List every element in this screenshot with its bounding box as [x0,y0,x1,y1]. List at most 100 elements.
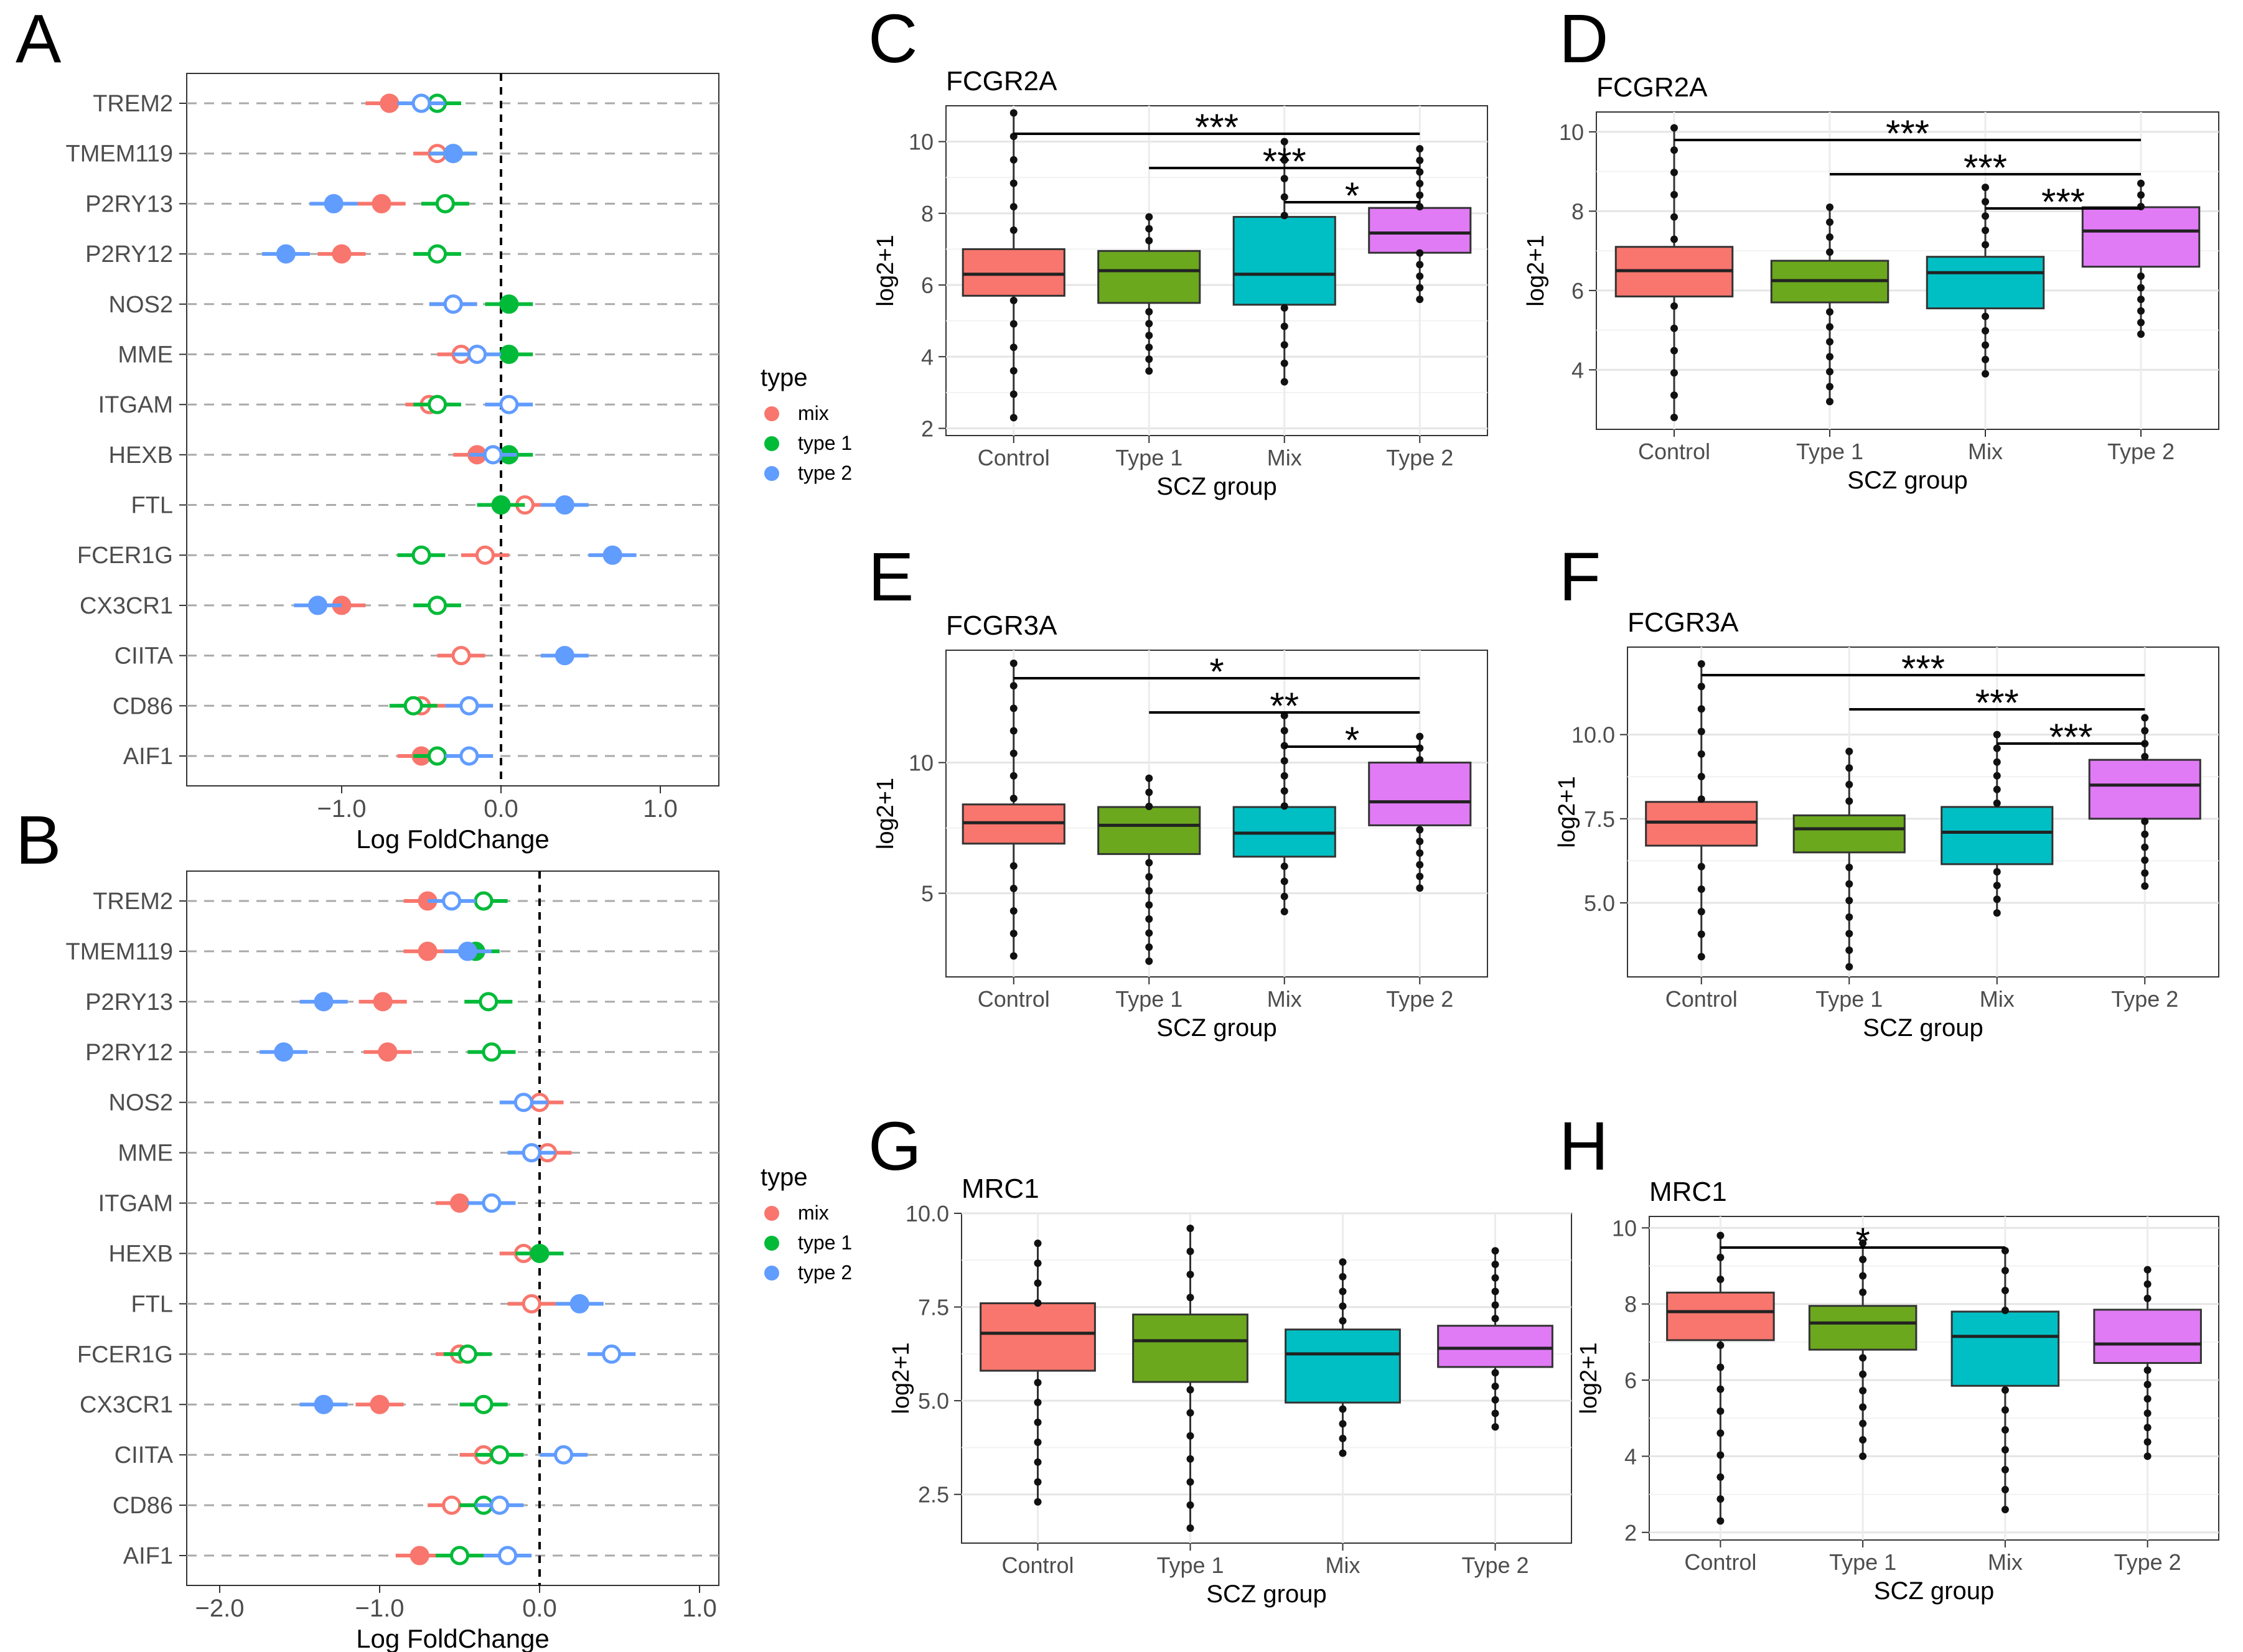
data-point [2143,1294,2152,1302]
data-point [1009,660,1018,667]
data-point [1982,312,1989,320]
x-axis-label: SCZ group [1863,1014,1983,1042]
data-point [1826,233,1833,241]
data-point [1416,826,1424,834]
point-type-2 [314,1394,334,1414]
data-point [1697,773,1705,781]
point-type-1 [499,294,519,314]
data-point [1491,1409,1499,1417]
y-axis-label: log2+1 [1523,235,1549,306]
data-point [2001,1506,2009,1514]
legend-label: type 1 [798,432,852,454]
data-point [1993,730,2001,739]
data-point [1145,873,1153,881]
panel-title: MRC1 [1649,1177,1727,1207]
data-point [1982,355,1989,363]
point-type-2 [308,595,328,615]
data-point [1716,1473,1725,1481]
data-point [1145,236,1153,245]
data-point [1982,212,1989,220]
x-tick-label: Control [1684,1549,1756,1575]
data-point [1859,1370,1867,1378]
data-point [1145,213,1153,221]
x-tick-label: 1.0 [682,1595,717,1622]
gene-label: MME [118,1141,173,1167]
legend-label: type 2 [798,462,852,484]
y-tick-label: 2.5 [918,1482,949,1508]
data-point [1716,1517,1725,1525]
box-mix [1950,1310,2060,1387]
box-type-1 [1097,250,1201,304]
data-point [1982,341,1989,349]
point-mix [370,1394,390,1414]
data-point [1993,909,2001,917]
data-point [1716,1276,1725,1284]
y-axis-label: log2+1 [888,1342,914,1414]
data-point [1982,241,1989,249]
sig-label: *** [1886,113,1929,154]
point-type-2 [490,1495,510,1515]
data-point [1670,190,1678,198]
x-tick-label: Type 1 [1815,986,1883,1012]
data-point [1670,369,1678,377]
x-tick-label: Type 2 [2111,986,2178,1012]
data-point [1009,109,1018,117]
point-type-1 [450,1546,469,1566]
data-point [1145,774,1153,782]
point-type-1 [482,1042,502,1062]
data-point [2141,727,2149,735]
data-point [1826,398,1833,406]
data-point [1716,1451,1725,1459]
x-tick-label: Type 1 [1115,986,1182,1012]
data-point [1670,235,1678,243]
data-point [1697,660,1705,668]
data-point [1993,758,2001,766]
data-point [1339,1287,1347,1295]
x-tick-label: Type 2 [2107,439,2175,464]
sig-label: *** [1195,106,1239,148]
data-point [1697,750,1705,758]
data-point [1859,1354,1867,1362]
x-axis-label: SCZ group [1874,1577,1994,1605]
x-tick-label: Control [1001,1552,1074,1578]
x-tick-label: Mix [1980,986,2015,1012]
sig-label: *** [1263,141,1306,182]
data-point [1416,861,1424,869]
point-mix [451,646,471,666]
data-point [1491,1382,1499,1390]
point-type-2 [602,1344,622,1364]
x-axis-label: Log FoldChange [356,1624,550,1652]
x-axis-label: Log FoldChange [356,824,550,854]
data-point [1009,907,1018,915]
data-point [2001,1247,2009,1255]
box-type-1 [1808,1305,1918,1351]
plot-frame [186,73,719,786]
data-point [2001,1406,2009,1414]
data-point [1845,747,1853,755]
data-point [2137,307,2145,315]
panel-label: H [1559,1108,1608,1185]
data-point [1009,862,1018,870]
legend-title: type [761,1164,808,1191]
point-type-2 [324,194,344,213]
legend-title: type [761,364,808,391]
data-point [1845,864,1853,872]
data-point [1034,1378,1042,1386]
sig-label: ** [1270,685,1299,727]
data-point [1416,249,1424,257]
y-tick-label: 2 [1624,1520,1637,1546]
point-mix [442,1495,462,1515]
y-tick-label: 6 [1571,278,1584,304]
y-tick-label: 7.5 [918,1295,949,1320]
y-axis-label: log2+1 [873,235,899,306]
point-type-2 [443,144,463,164]
box-control [1645,801,1758,847]
gene-label: CD86 [113,1493,173,1519]
panel-title: FCGR2A [946,66,1057,96]
y-tick-label: 4 [921,344,934,370]
data-point [1186,1294,1194,1302]
data-point [1009,952,1018,960]
point-type-2 [274,1042,294,1062]
data-point [2137,191,2145,199]
data-point [1826,353,1833,361]
